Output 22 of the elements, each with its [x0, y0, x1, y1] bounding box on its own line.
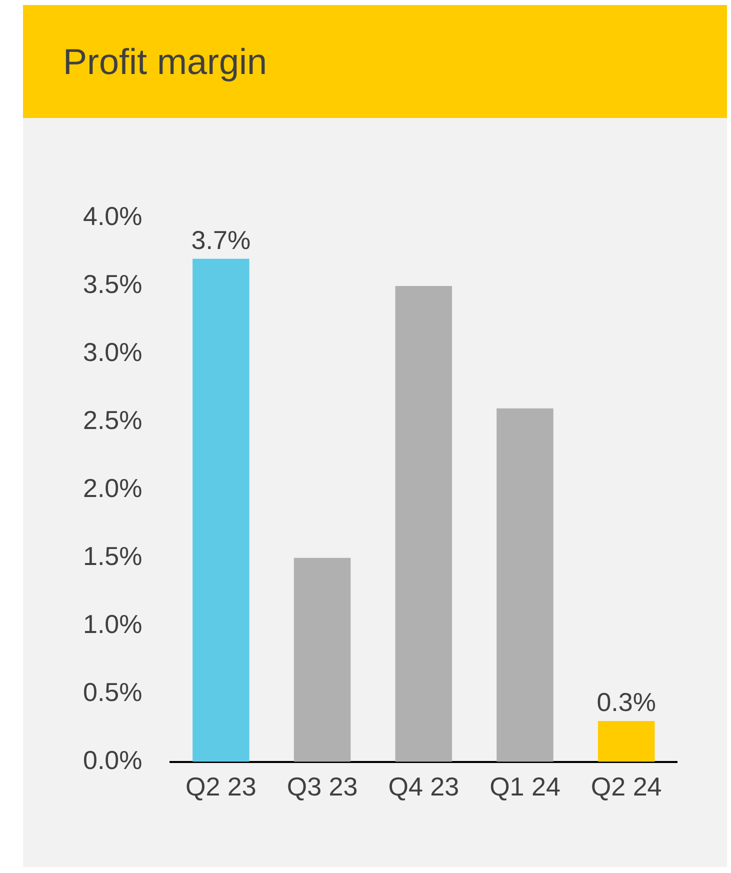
y-tick-label: 3.0% — [82, 337, 142, 368]
bar — [598, 721, 655, 762]
y-tick-label: 2.5% — [82, 405, 142, 436]
y-tick-label: 1.0% — [82, 609, 142, 640]
y-tick-label: 2.0% — [82, 473, 142, 504]
data-label: 3.7% — [191, 224, 251, 255]
x-tick-label: Q2 24 — [590, 772, 662, 802]
x-tick-label: Q4 23 — [388, 772, 460, 802]
y-tick-label: 0.0% — [82, 744, 142, 775]
x-tick-label: Q1 24 — [490, 772, 560, 802]
bar — [294, 558, 351, 762]
y-tick-label: 4.0% — [82, 201, 142, 232]
y-tick-label: 3.5% — [82, 269, 142, 300]
chart-title: Profit margin — [63, 40, 268, 82]
x-tick-label: Q3 23 — [286, 772, 358, 802]
x-tick-label: Q2 23 — [186, 772, 256, 802]
data-label: 0.3% — [596, 687, 656, 718]
y-tick-label: 1.5% — [82, 541, 142, 572]
bar — [496, 408, 554, 762]
bar — [192, 258, 250, 762]
y-tick-label: 0.5% — [82, 676, 142, 707]
bar — [395, 286, 452, 762]
